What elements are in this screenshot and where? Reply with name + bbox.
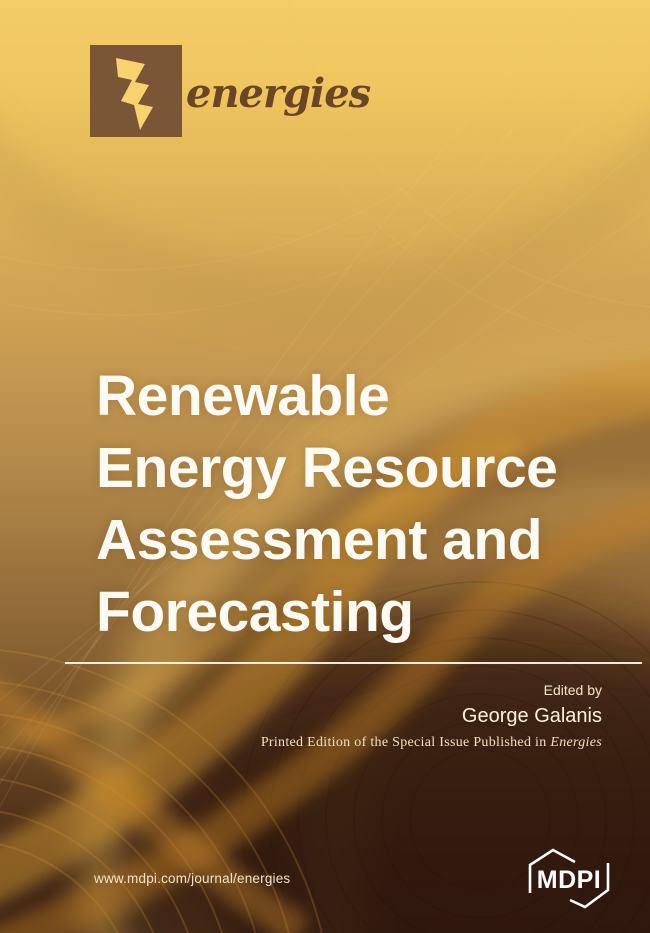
cover-title: Renewable Energy Resource Assessment and… xyxy=(96,360,636,648)
golden-ribbons xyxy=(0,359,650,933)
editor-name: George Galanis xyxy=(461,705,602,727)
title-line-2: Energy Resource xyxy=(96,436,558,500)
credits-block: Edited by George Galanis Printed Edition… xyxy=(261,683,602,750)
edited-by-label: Edited by xyxy=(543,682,602,698)
journal-name: energies xyxy=(186,70,371,117)
printed-note-journal: Energies xyxy=(550,735,602,750)
printed-edition-note: Printed Edition of the Special Issue Pub… xyxy=(261,736,602,750)
printed-note-text: Printed Edition of the Special Issue Pub… xyxy=(260,735,551,750)
title-line-3: Assessment and xyxy=(96,508,543,572)
divider-rule xyxy=(65,662,642,664)
mdpi-logo: MDPI xyxy=(523,845,615,915)
lightning-bolt-icon xyxy=(116,58,153,130)
title-line-4: Forecasting xyxy=(96,580,414,644)
mdpi-hexagon-icon xyxy=(528,848,610,909)
mdpi-wordmark: MDPI xyxy=(537,866,602,894)
energies-logo-mark xyxy=(90,45,182,137)
title-line-1: Renewable xyxy=(96,364,390,428)
journal-website-url: www.mdpi.com/journal/energies xyxy=(94,871,291,886)
